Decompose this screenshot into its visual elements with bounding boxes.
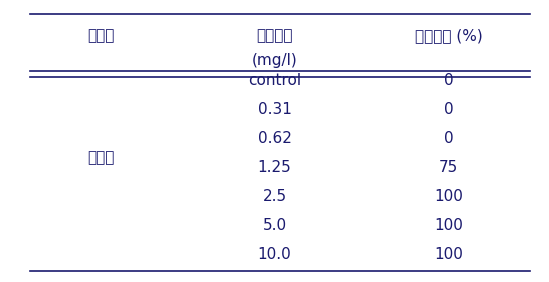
Text: 0.62: 0.62 xyxy=(257,131,292,146)
Text: control: control xyxy=(248,73,301,88)
Text: 0: 0 xyxy=(444,73,453,88)
Text: 물질명: 물질명 xyxy=(87,28,114,43)
Text: 0: 0 xyxy=(444,131,453,146)
Text: 은나노: 은나노 xyxy=(87,150,114,165)
Text: 100: 100 xyxy=(434,247,463,262)
Text: (mg/l): (mg/l) xyxy=(251,53,298,68)
Text: 100: 100 xyxy=(434,218,463,233)
Text: 10.0: 10.0 xyxy=(257,247,292,262)
Text: 유영저해 (%): 유영저해 (%) xyxy=(414,28,482,43)
Text: 75: 75 xyxy=(439,160,458,175)
Text: 2.5: 2.5 xyxy=(262,189,287,204)
Text: 5.0: 5.0 xyxy=(262,218,287,233)
Text: 설정농도: 설정농도 xyxy=(256,28,293,43)
Text: 0: 0 xyxy=(444,102,453,117)
Text: 100: 100 xyxy=(434,189,463,204)
Text: 1.25: 1.25 xyxy=(257,160,292,175)
Text: 0.31: 0.31 xyxy=(257,102,292,117)
